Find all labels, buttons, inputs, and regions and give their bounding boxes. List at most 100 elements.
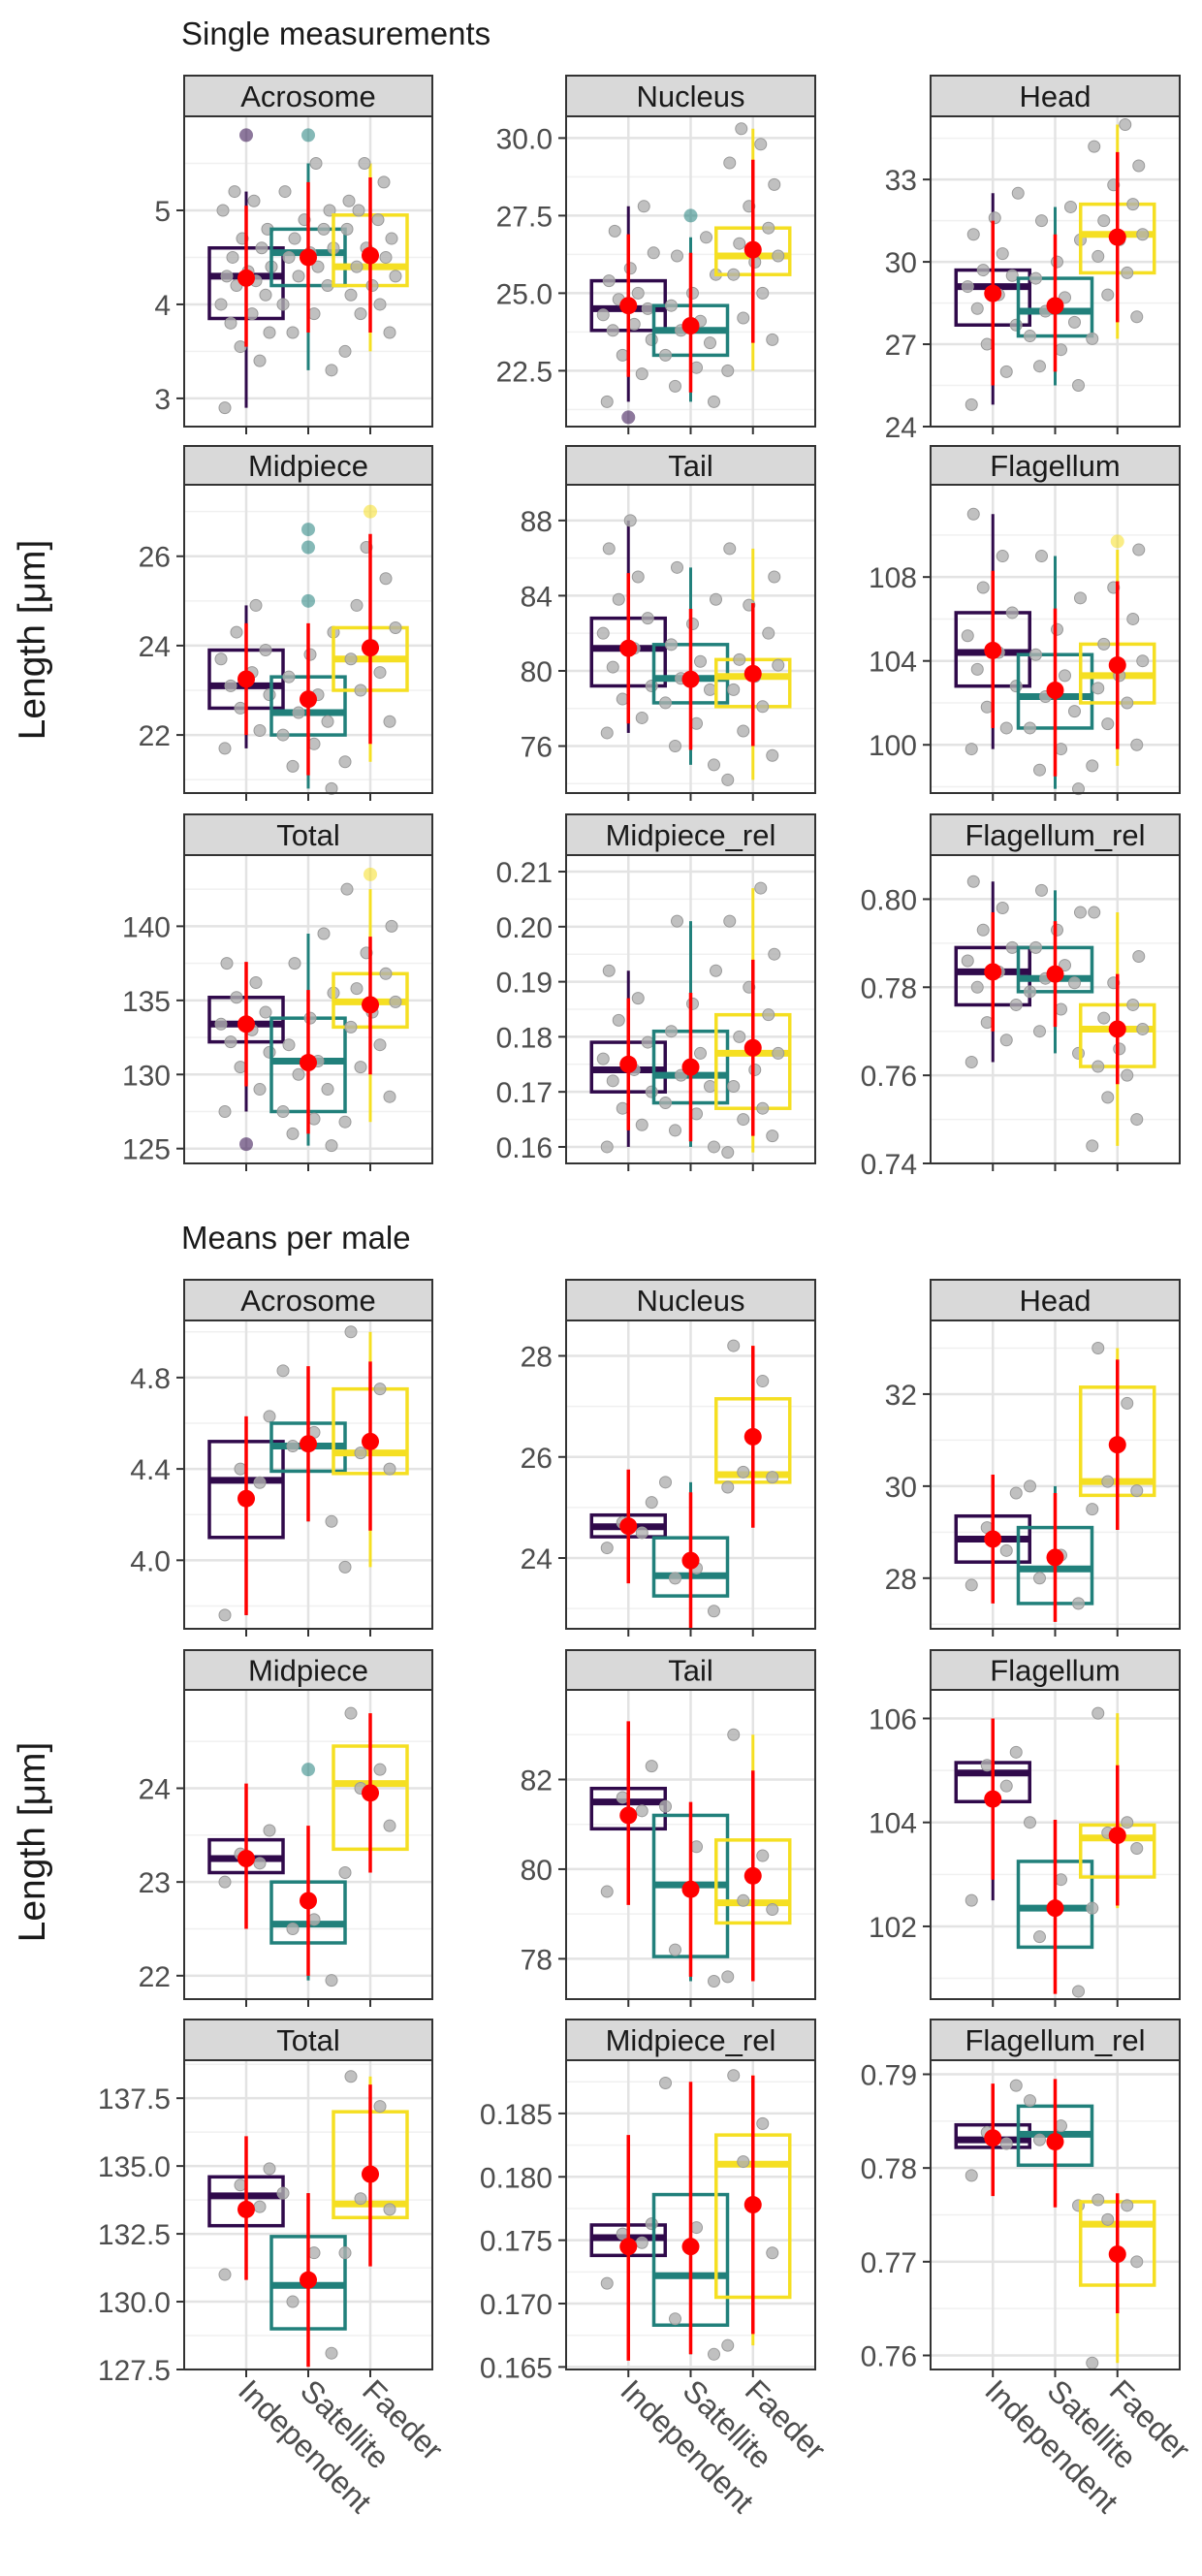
data-point — [234, 2178, 247, 2192]
data-point — [999, 1543, 1013, 1557]
y-tick-label: 0.80 — [861, 884, 917, 916]
data-point — [1029, 940, 1042, 954]
box-satellite — [269, 927, 347, 1153]
data-point — [1101, 1091, 1115, 1104]
data-point — [768, 947, 781, 961]
data-point — [737, 1113, 750, 1127]
data-point — [286, 1440, 300, 1453]
data-point — [263, 326, 276, 339]
box-satellite — [651, 914, 730, 1154]
strip-label: Midpiece — [248, 449, 368, 483]
mean-point — [1046, 1899, 1064, 1918]
data-point — [965, 1893, 978, 1907]
box-faeder — [714, 2069, 792, 2352]
mean-point — [300, 248, 317, 267]
panel-border — [930, 115, 1181, 428]
data-point — [354, 1061, 367, 1074]
data-point — [1009, 1486, 1023, 1500]
data-point — [976, 923, 990, 937]
mean-point — [743, 1427, 762, 1446]
section-title-means: Means per male — [181, 1220, 411, 1256]
data-point — [641, 302, 654, 315]
panel-flagellum-rel: Flagellum_rel 0.74 0.76 0.78 0.80 — [861, 813, 1181, 1181]
data-point — [307, 1913, 321, 1926]
data-point — [627, 317, 641, 331]
data-point — [1091, 1706, 1105, 1720]
mean-point — [362, 1432, 379, 1450]
data-point — [383, 2203, 396, 2216]
y-tick-label: 104 — [869, 647, 917, 679]
box-satellite — [269, 1763, 347, 1988]
strip-background — [183, 1649, 433, 1691]
data-point — [645, 679, 658, 692]
box-independent — [207, 1783, 285, 1929]
data-point — [727, 1080, 741, 1093]
panel-border — [183, 1689, 433, 2000]
data-point — [737, 2155, 750, 2169]
y-tick-label: 24 — [139, 631, 171, 663]
panel-total: Total 127.5 130.0 132.5 135.0 137.5 — [98, 2019, 433, 2387]
data-point — [965, 743, 978, 756]
mean-point — [1108, 656, 1126, 675]
data-point — [710, 964, 722, 977]
data-point — [253, 723, 267, 737]
data-point — [988, 211, 1001, 225]
data-point — [659, 2077, 672, 2090]
data-point — [766, 748, 779, 762]
data-point — [669, 1943, 681, 1956]
data-point — [612, 1013, 625, 1027]
data-point — [635, 1804, 648, 1818]
data-point — [1126, 612, 1140, 625]
box-faeder — [1079, 117, 1156, 345]
data-point — [321, 1083, 334, 1097]
y-tick-label: 80 — [521, 1855, 553, 1887]
data-point — [1132, 159, 1146, 173]
data-point — [373, 2100, 387, 2114]
data-point — [389, 270, 402, 283]
data-point — [737, 724, 750, 738]
data-point — [996, 550, 1009, 563]
data-point — [253, 2200, 267, 2213]
data-point — [1126, 198, 1140, 211]
data-point — [292, 706, 305, 719]
y-tick-label: 0.79 — [861, 2060, 917, 2092]
data-point — [1119, 117, 1132, 131]
panel-acrosome: Acrosome 4.0 4.4 4.8 — [130, 1279, 433, 1637]
data-point — [253, 1857, 267, 1870]
data-point — [276, 2186, 290, 2200]
data-point — [965, 398, 978, 411]
data-point — [631, 570, 645, 584]
data-point — [976, 581, 990, 594]
y-tick-label: 32 — [885, 1380, 917, 1412]
data-point — [325, 364, 338, 377]
data-point — [1130, 2255, 1144, 2269]
data-point — [340, 222, 354, 236]
data-point — [756, 1101, 770, 1115]
mean-point — [681, 2238, 700, 2256]
strip-background — [183, 2019, 433, 2061]
box-faeder — [714, 1339, 792, 1528]
y-tick-label: 26 — [521, 1443, 553, 1475]
data-point — [596, 1052, 610, 1065]
y-tick-label: 24 — [885, 412, 917, 444]
y-tick-label: 24 — [139, 1774, 171, 1806]
data-point — [980, 700, 994, 714]
data-point — [1033, 360, 1046, 373]
y-tick-label: 0.170 — [480, 2289, 553, 2321]
data-point — [1121, 1816, 1134, 1829]
y-tick-label: 127.5 — [98, 2355, 171, 2387]
data-point — [1033, 763, 1046, 777]
data-point — [645, 1085, 658, 1098]
data-point — [1072, 1597, 1085, 1610]
box-independent — [589, 1721, 667, 1905]
data-point — [762, 221, 775, 235]
mean-point — [743, 1866, 762, 1885]
panel-border — [565, 2059, 816, 2370]
data-point — [1072, 379, 1085, 393]
data-point — [727, 2069, 741, 2083]
data-point — [1068, 315, 1081, 329]
data-point — [645, 1496, 658, 1510]
data-point — [1009, 1745, 1023, 1759]
data-point — [1059, 669, 1071, 683]
box-satellite — [1016, 883, 1094, 1060]
